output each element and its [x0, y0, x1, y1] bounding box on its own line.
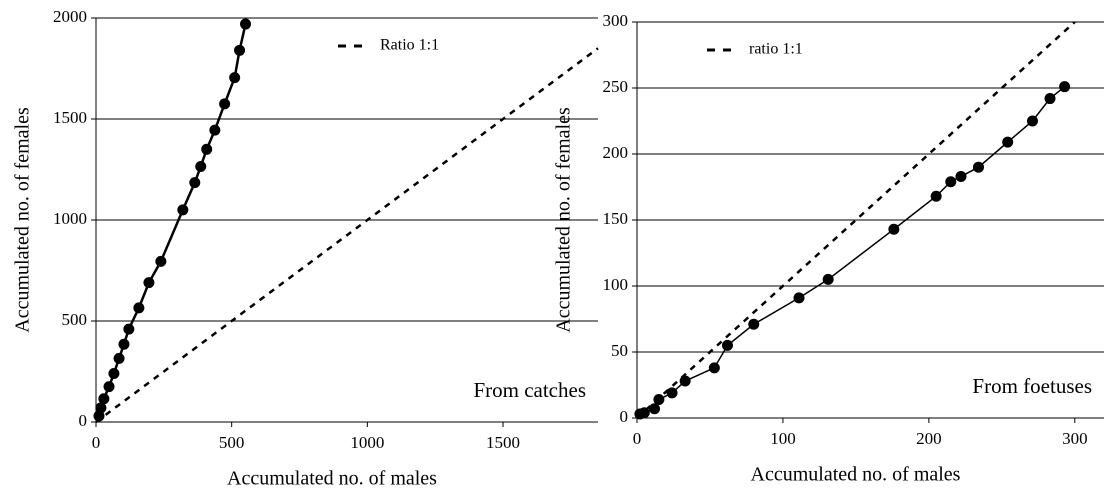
point [649, 403, 661, 415]
y-tick-label: 250 [603, 77, 629, 96]
annotation: From catches [473, 378, 586, 402]
x-tick-label: 300 [1062, 429, 1088, 448]
point [177, 204, 189, 216]
y-tick-label: 200 [603, 143, 629, 162]
point [219, 98, 231, 110]
point [1059, 81, 1071, 93]
y-tick-label: 1500 [53, 108, 87, 127]
point [955, 170, 967, 182]
x-tick-label: 200 [916, 429, 942, 448]
y-tick-label: 100 [603, 275, 629, 294]
legend-label: ratio 1:1 [749, 41, 803, 58]
point [155, 255, 167, 267]
y-axis-label: Accumulated no. of females [12, 107, 34, 333]
point [822, 273, 834, 285]
y-tick-label: 500 [62, 310, 88, 329]
legend-label: Ratio 1:1 [380, 37, 439, 54]
x-axis-label: Accumulated no. of males [227, 468, 437, 490]
point [189, 177, 201, 189]
y-tick-label: 300 [603, 11, 629, 30]
point [240, 18, 252, 30]
y-tick-label: 2000 [53, 7, 87, 26]
point [748, 318, 760, 330]
series-line [95, 47, 599, 424]
x-tick-label: 1000 [350, 433, 384, 452]
point [103, 381, 115, 393]
point [1002, 136, 1014, 148]
point [229, 72, 241, 84]
point [209, 124, 221, 136]
point [195, 160, 207, 172]
x-tick-label: 1500 [486, 433, 520, 452]
series-line [639, 86, 1066, 415]
point [793, 292, 805, 304]
point [945, 176, 957, 188]
y-axis-label: Accumulated no. of females [553, 107, 575, 333]
y-tick-label: 0 [79, 411, 88, 430]
point [118, 338, 130, 350]
point [234, 44, 246, 56]
point [123, 323, 135, 335]
point [1026, 115, 1038, 127]
x-tick-label: 0 [92, 433, 101, 452]
x-axis-label: Accumulated no. of males [751, 464, 961, 486]
point [201, 143, 213, 155]
point [108, 368, 120, 380]
point [888, 223, 900, 235]
point [708, 362, 720, 374]
point [95, 402, 107, 414]
annotation: From foetuses [972, 374, 1092, 398]
point [721, 339, 733, 351]
y-tick-label: 150 [603, 209, 629, 228]
x-tick-label: 0 [633, 429, 642, 448]
point [98, 393, 110, 405]
y-tick-label: 0 [620, 407, 629, 426]
y-tick-label: 50 [611, 341, 628, 360]
x-tick-label: 100 [770, 429, 796, 448]
point [1044, 93, 1056, 105]
y-tick-label: 1000 [53, 209, 87, 228]
x-tick-label: 500 [219, 433, 245, 452]
point [113, 352, 125, 364]
point [972, 161, 984, 173]
point [133, 302, 145, 314]
point [930, 190, 942, 202]
point [666, 387, 678, 399]
point [143, 277, 155, 289]
series-line [636, 21, 1076, 419]
